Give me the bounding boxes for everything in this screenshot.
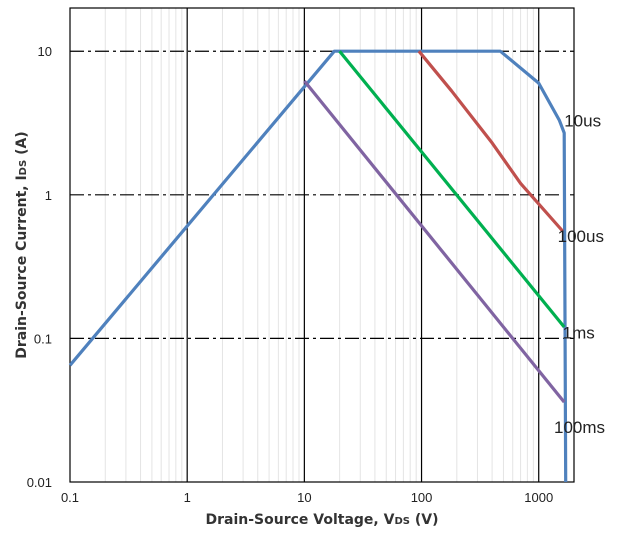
series-line-10us [68,49,568,483]
x-tick-label: 1 [184,490,191,505]
y-tick-label: 1 [45,188,52,203]
y-tick-label: 0.01 [27,475,52,490]
x-axis-label: Drain-Source Voltage, VDS (V) [206,512,439,528]
x-tick-labels: 0.1 1 10 100 1000 [61,490,553,505]
series-label-100us: 100us [558,227,604,246]
y-tick-label: 0.1 [34,331,52,346]
series-line-100ms [303,79,566,404]
x-tick-label: 1000 [524,490,553,505]
series-line-1ms [338,50,566,329]
series-label-1ms: 1ms [563,323,595,342]
y-tick-labels: 10 1 0.1 0.01 [27,44,52,490]
y-axis-label: Drain-Source Current, IDS (A) [14,131,30,358]
series-labels: 10us 100us 1ms 100ms [554,111,605,437]
series-layer [68,49,568,483]
major-grid [70,8,574,482]
y-tick-label: 10 [38,44,52,59]
plot-frame [69,7,575,483]
series-label-10us: 10us [564,111,601,130]
series-line-100us [417,50,564,233]
series-label-100ms: 100ms [554,418,605,437]
x-tick-label: 10 [297,490,311,505]
minor-grid [104,8,534,482]
x-tick-label: 0.1 [61,490,79,505]
x-tick-label: 100 [411,490,433,505]
